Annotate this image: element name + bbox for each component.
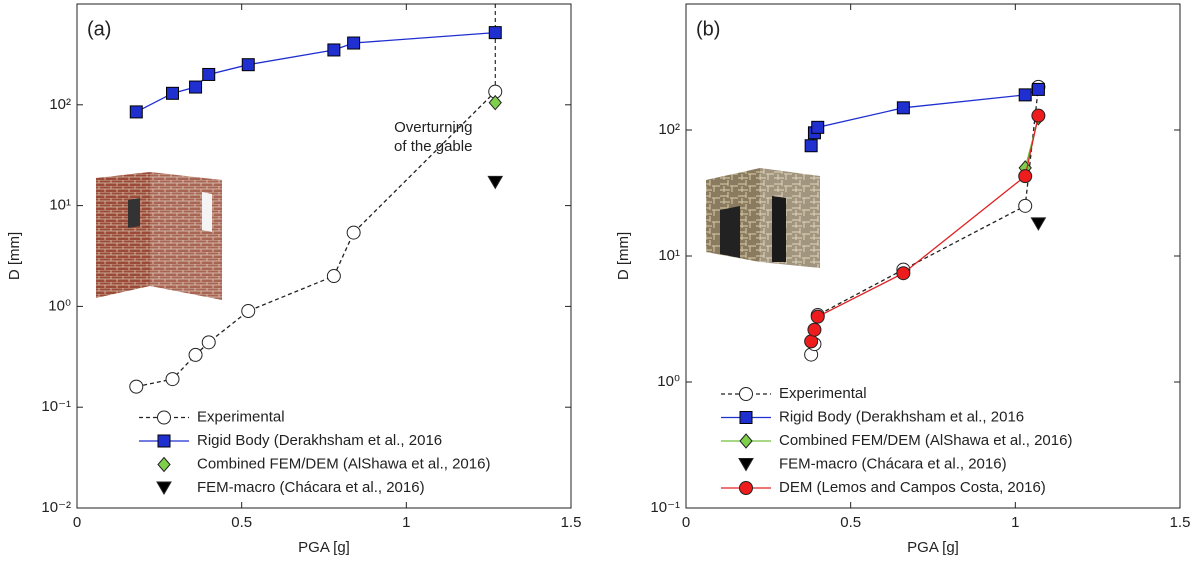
legend-label: Experimental (197, 408, 285, 425)
legend-label: Rigid Body (Derakhsham et al., 2016 (779, 408, 1024, 425)
marker (1019, 89, 1031, 101)
panel-label: (a) (87, 18, 111, 40)
legend-marker (740, 482, 753, 495)
marker (812, 121, 824, 133)
legend-marker (739, 459, 753, 471)
y-axis-label: D [mm] (615, 232, 632, 280)
legend-marker (740, 388, 753, 401)
annotation: of the gable (394, 138, 472, 155)
y-tick-label: 10² (658, 121, 680, 138)
marker (166, 373, 179, 386)
x-axis-label: PGA [g] (907, 539, 959, 556)
legend-marker (158, 458, 170, 472)
series-line (136, 33, 495, 112)
legend-label: FEM-macro (Chácara et al., 2016) (197, 479, 425, 496)
x-tick-label: 0.5 (231, 514, 252, 531)
marker (1032, 83, 1044, 95)
y-tick-label: 10⁻¹ (41, 398, 71, 415)
y-tick-label: 10⁰ (657, 373, 680, 390)
panel-label: (b) (696, 18, 720, 40)
marker (242, 305, 255, 318)
legend-label: Rigid Body (Derakhsham et al., 2016 (197, 432, 442, 449)
marker (1019, 170, 1032, 183)
legend-label: FEM-macro (Chácara et al., 2016) (779, 455, 1007, 472)
x-tick-label: 1.5 (1170, 514, 1191, 531)
marker (130, 106, 142, 118)
legend-marker (157, 482, 171, 494)
annotation: Overturning (394, 119, 472, 136)
y-tick-label: 10¹ (49, 197, 71, 214)
x-tick-label: 1.5 (561, 514, 582, 531)
marker (130, 380, 143, 393)
marker (347, 226, 360, 239)
marker (897, 267, 910, 280)
x-tick-label: 0 (73, 514, 81, 531)
stone-house-photo (706, 168, 820, 268)
legend-label: Experimental (779, 385, 867, 402)
y-tick-label: 10⁰ (48, 297, 71, 314)
brick-house-photo (96, 172, 222, 300)
marker (488, 176, 502, 188)
marker (805, 140, 817, 152)
legend-marker (158, 435, 170, 447)
marker (327, 270, 340, 283)
marker (897, 102, 909, 114)
legend-label: Combined FEM/DEM (AlShawa et al., 2016) (779, 432, 1072, 449)
legend-label: DEM (Lemos and Campos Costa, 2016) (779, 479, 1046, 496)
chart: 10⁻² 10⁻¹ 10⁰ 10¹ 10² 0 0.5 1 1.5 PGA [g] D [mm] (a… (0, 0, 1199, 559)
x-tick-label: 1 (1011, 514, 1019, 531)
x-tick-label: 0 (682, 514, 690, 531)
marker (489, 27, 501, 39)
x-axis-label: PGA [g] (298, 539, 350, 556)
y-tick-label: 10⁻² (41, 499, 71, 516)
marker (811, 310, 824, 323)
series-line (811, 116, 1038, 342)
series-line (811, 89, 1038, 145)
marker (1032, 109, 1045, 122)
marker (189, 348, 202, 361)
legend-label: Combined FEM/DEM (AlShawa et al., 2016) (197, 455, 490, 472)
marker (203, 68, 215, 80)
marker (1019, 199, 1032, 212)
legend-marker (740, 412, 752, 424)
page: {"chart_data": [ {"type": "line", "panel… (0, 0, 1199, 564)
legend-marker (158, 411, 171, 424)
marker (1031, 218, 1045, 230)
series-line (811, 87, 1038, 355)
x-tick-label: 0.5 (840, 514, 861, 531)
marker (489, 96, 501, 110)
marker (167, 87, 179, 99)
marker (242, 59, 254, 71)
y-tick-label: 10² (49, 96, 71, 113)
marker (190, 81, 202, 93)
marker (808, 323, 821, 336)
marker (805, 335, 818, 348)
legend-marker (740, 434, 752, 448)
y-tick-label: 10¹ (658, 247, 680, 264)
marker (348, 37, 360, 49)
x-tick-label: 1 (402, 514, 410, 531)
marker (202, 336, 215, 349)
y-tick-label: 10⁻¹ (650, 499, 680, 516)
marker (328, 44, 340, 56)
y-axis-label: D [mm] (6, 232, 23, 280)
